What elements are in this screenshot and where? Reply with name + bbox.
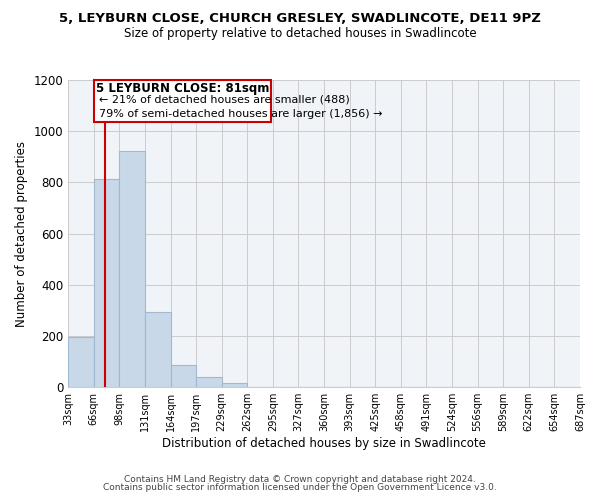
- Bar: [119, 152, 145, 387]
- Bar: [196, 378, 222, 387]
- Bar: [94, 180, 119, 387]
- Text: Contains public sector information licensed under the Open Government Licence v3: Contains public sector information licen…: [103, 484, 497, 492]
- Y-axis label: Number of detached properties: Number of detached properties: [15, 140, 28, 326]
- Bar: [222, 382, 247, 387]
- Text: Contains HM Land Registry data © Crown copyright and database right 2024.: Contains HM Land Registry data © Crown c…: [124, 475, 476, 484]
- Text: ← 21% of detached houses are smaller (488): ← 21% of detached houses are smaller (48…: [99, 94, 350, 104]
- Text: 79% of semi-detached houses are larger (1,856) →: 79% of semi-detached houses are larger (…: [99, 109, 382, 119]
- Bar: [170, 364, 196, 387]
- Text: 5, LEYBURN CLOSE, CHURCH GRESLEY, SWADLINCOTE, DE11 9PZ: 5, LEYBURN CLOSE, CHURCH GRESLEY, SWADLI…: [59, 12, 541, 26]
- X-axis label: Distribution of detached houses by size in Swadlincote: Distribution of detached houses by size …: [162, 437, 486, 450]
- Text: Size of property relative to detached houses in Swadlincote: Size of property relative to detached ho…: [124, 28, 476, 40]
- Bar: [68, 337, 94, 387]
- FancyBboxPatch shape: [94, 80, 271, 122]
- Text: 5 LEYBURN CLOSE: 81sqm: 5 LEYBURN CLOSE: 81sqm: [96, 82, 269, 94]
- Bar: [145, 312, 170, 387]
